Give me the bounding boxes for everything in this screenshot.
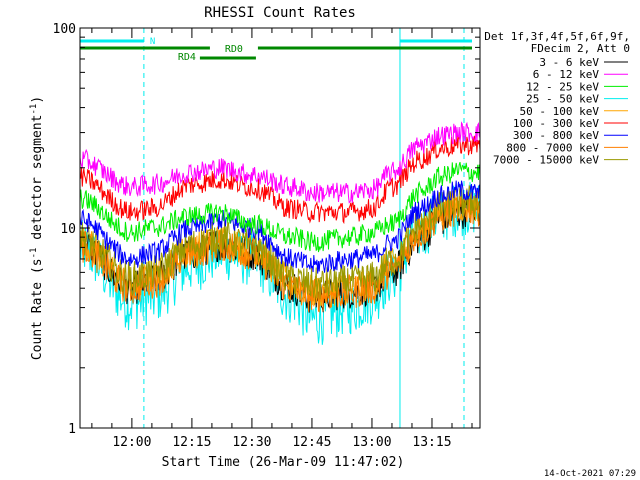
y-tick-label: 1 bbox=[68, 422, 76, 437]
rd0-label-gap bbox=[209, 44, 258, 52]
y-axis-label: Count Rate (s-1 detector segment-1) bbox=[29, 96, 45, 360]
x-tick-label: 12:45 bbox=[292, 435, 331, 450]
legend-header-line: Det 1f,3f,4f,5f,6f,9f, bbox=[484, 30, 630, 43]
legend-entry-label: 100 - 300 keV bbox=[513, 117, 599, 130]
x-tick-label: 13:00 bbox=[352, 435, 391, 450]
series-line bbox=[80, 161, 480, 253]
legend-entry-label: 3 - 6 keV bbox=[539, 56, 599, 69]
x-tick-label: 12:00 bbox=[112, 435, 151, 450]
x-axis-label: Start Time (26-Mar-09 11:47:02) bbox=[162, 455, 405, 470]
x-tick-label: 12:15 bbox=[172, 435, 211, 450]
legend-entry-label: 6 - 12 keV bbox=[533, 68, 600, 81]
legend-entry-label: 50 - 100 keV bbox=[520, 105, 600, 118]
legend-entry-label: 800 - 7000 keV bbox=[506, 141, 599, 154]
rd0-flag-label: RD0 bbox=[225, 44, 243, 55]
n-flag-label: N bbox=[150, 37, 155, 47]
series-line bbox=[80, 184, 480, 300]
legend-entry-label: 300 - 800 keV bbox=[513, 129, 599, 142]
footer-timestamp: 14-Oct-2021 07:29 bbox=[544, 469, 636, 479]
chart-title: RHESSI Count Rates bbox=[204, 5, 356, 21]
legend-entry-label: 25 - 50 keV bbox=[526, 93, 599, 106]
legend-entry-label: 7000 - 15000 keV bbox=[493, 154, 599, 167]
x-tick-label: 13:15 bbox=[412, 435, 451, 450]
legend-header-line: FDecim 2, Att 0 bbox=[531, 42, 630, 55]
rd4-flag-label: RD4 bbox=[178, 52, 196, 63]
x-tick-label: 12:30 bbox=[232, 435, 271, 450]
series-line bbox=[80, 180, 480, 274]
y-tick-label: 100 bbox=[53, 22, 76, 37]
legend-entry-label: 12 - 25 keV bbox=[526, 80, 599, 93]
y-tick-label: 10 bbox=[60, 222, 76, 237]
series-line bbox=[80, 182, 480, 345]
legend: Det 1f,3f,4f,5f,6f,9f,FDecim 2, Att 03 -… bbox=[484, 30, 630, 167]
series-line bbox=[80, 121, 480, 204]
series-line bbox=[80, 134, 480, 225]
